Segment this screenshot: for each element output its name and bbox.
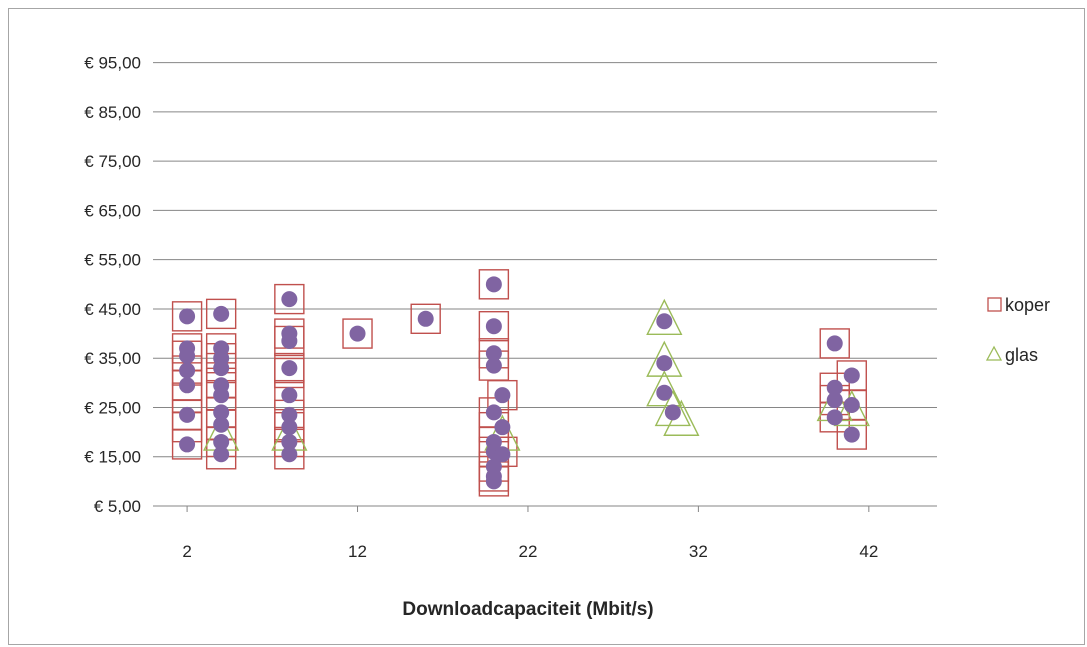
data-point bbox=[213, 404, 230, 421]
data-point bbox=[179, 377, 196, 394]
data-point bbox=[494, 387, 511, 404]
x-axis-title: Downloadcapaciteit (Mbit/s) bbox=[402, 599, 653, 620]
data-point bbox=[826, 335, 843, 352]
data-point bbox=[281, 406, 298, 423]
chart-frame bbox=[8, 8, 1085, 645]
koper-marker bbox=[478, 310, 510, 342]
x-tick-label: 2 bbox=[182, 542, 191, 561]
data-point bbox=[485, 276, 502, 293]
y-tick-label: € 15,00 bbox=[84, 448, 141, 467]
data-point bbox=[281, 387, 298, 404]
y-tick-label: € 75,00 bbox=[84, 152, 141, 171]
data-point bbox=[213, 433, 230, 450]
data-point bbox=[179, 362, 196, 379]
x-tick-label: 22 bbox=[518, 542, 537, 561]
data-point bbox=[213, 416, 230, 433]
glas-marker bbox=[646, 370, 683, 407]
data-point bbox=[213, 360, 230, 377]
x-tick-label: 32 bbox=[689, 542, 708, 561]
y-tick-label: € 25,00 bbox=[84, 398, 141, 417]
glas-marker bbox=[646, 298, 683, 335]
data-point bbox=[179, 347, 196, 364]
gridlines bbox=[153, 62, 937, 458]
data-point bbox=[485, 357, 502, 374]
x-tick-label: 12 bbox=[348, 542, 367, 561]
y-tick-label: € 5,00 bbox=[94, 497, 141, 516]
y-tick-label: € 95,00 bbox=[84, 54, 141, 73]
data-point bbox=[281, 291, 298, 308]
legend-item-koper: koper bbox=[987, 295, 1050, 315]
koper-marker bbox=[487, 379, 518, 411]
legend-koper-label: koper bbox=[1005, 295, 1050, 315]
data-point bbox=[485, 404, 502, 421]
koper-marker bbox=[410, 303, 441, 334]
glas-marker bbox=[833, 389, 870, 427]
data-point bbox=[281, 360, 298, 377]
koper-marker bbox=[205, 298, 237, 330]
data-point bbox=[417, 310, 434, 327]
data-point bbox=[494, 446, 511, 463]
data-point bbox=[485, 473, 502, 490]
koper-marker bbox=[274, 283, 305, 315]
data-point bbox=[213, 387, 230, 404]
data-points bbox=[179, 276, 860, 490]
legend-glas-marker bbox=[985, 345, 1003, 361]
data-point bbox=[179, 436, 196, 453]
data-point bbox=[843, 367, 860, 384]
data-point bbox=[485, 318, 502, 335]
glas-marker bbox=[646, 340, 683, 377]
y-tick-label: € 65,00 bbox=[84, 201, 141, 220]
y-tick-labels: € 5,00 € 15,00 € 25,00 € 35,00 € 45,00 € 55,0… bbox=[84, 54, 141, 516]
data-point bbox=[664, 404, 681, 421]
glas-marker bbox=[654, 389, 691, 427]
y-tick-label: € 35,00 bbox=[84, 349, 141, 368]
data-point bbox=[826, 379, 843, 396]
y-tick-label: € 45,00 bbox=[84, 300, 141, 319]
data-point bbox=[281, 332, 298, 349]
series-koper bbox=[171, 269, 867, 497]
data-point bbox=[179, 406, 196, 423]
legend-koper-marker bbox=[987, 297, 1002, 312]
legend-item-glas: glas bbox=[985, 345, 1038, 365]
data-point bbox=[281, 433, 298, 450]
koper-marker bbox=[819, 328, 850, 359]
axes bbox=[153, 505, 937, 512]
data-point bbox=[843, 397, 860, 414]
y-tick-label: € 55,00 bbox=[84, 251, 141, 270]
data-point bbox=[656, 313, 673, 330]
data-point bbox=[843, 426, 860, 443]
data-point bbox=[349, 325, 366, 342]
data-point bbox=[826, 409, 843, 426]
data-point bbox=[656, 355, 673, 372]
x-tick-label: 42 bbox=[859, 542, 878, 561]
data-point bbox=[281, 419, 298, 436]
data-point bbox=[213, 446, 230, 463]
data-point bbox=[656, 384, 673, 401]
koper-marker bbox=[478, 269, 510, 300]
koper-marker bbox=[171, 301, 203, 332]
data-point bbox=[179, 308, 196, 325]
data-point bbox=[281, 446, 298, 463]
koper-marker bbox=[171, 429, 203, 460]
koper-marker bbox=[342, 318, 373, 349]
legend-glas-label: glas bbox=[1005, 345, 1038, 365]
legend: koper glas bbox=[985, 295, 1050, 365]
data-point bbox=[485, 345, 502, 362]
data-point bbox=[826, 392, 843, 409]
y-tick-label: € 85,00 bbox=[84, 103, 141, 122]
data-point bbox=[213, 305, 230, 322]
x-tick-labels: 2 12 22 32 42 bbox=[182, 542, 878, 561]
data-point bbox=[494, 419, 511, 436]
